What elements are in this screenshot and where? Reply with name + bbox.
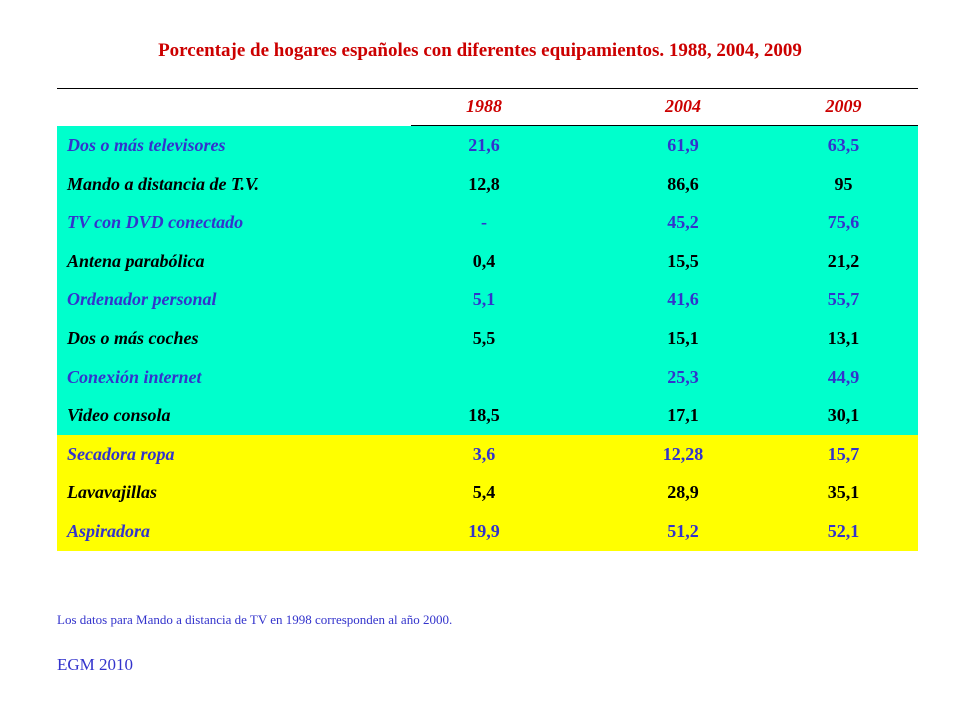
- value-2009: 35,1: [827, 482, 860, 503]
- footnote: Los datos para Mando a distancia de TV e…: [57, 612, 453, 627]
- value-1988: 5,1: [472, 289, 496, 310]
- value-2004: 86,6: [667, 173, 699, 194]
- top-rule: [57, 88, 918, 89]
- value-2004: 15,1: [667, 327, 699, 348]
- value-2009: 15,7: [827, 443, 860, 464]
- value-1988: 12,8: [468, 173, 500, 194]
- column-header-1988: 1988: [466, 96, 502, 116]
- row-label: Conexión internet: [67, 366, 202, 387]
- value-2009: 13,1: [827, 327, 860, 348]
- table-title: Porcentaje de hogares españoles con dife…: [158, 40, 802, 61]
- table-header: 1988 2004 2009: [57, 88, 918, 125]
- value-2009: 95: [834, 173, 853, 194]
- value-2004: 61,9: [667, 135, 699, 155]
- source-label: EGM 2010: [57, 655, 134, 674]
- table-row: Dos o más televisores 21,6 61,9 63,5: [57, 126, 918, 165]
- value-2004: 45,2: [667, 212, 699, 233]
- value-1988: 0,4: [472, 250, 496, 271]
- value-2009: 21,2: [827, 250, 860, 271]
- table-row: Dos o más coches 5,5 15,1 13,1: [57, 318, 918, 358]
- column-header-2004: 2004: [665, 96, 701, 116]
- value-2004: 25,3: [667, 366, 699, 387]
- value-2004: 28,9: [667, 482, 699, 503]
- value-1988: 5,4: [472, 482, 496, 503]
- row-label: Antena parabólica: [67, 250, 205, 271]
- value-1988: -: [481, 212, 487, 233]
- value-2009: 63,5: [827, 135, 860, 155]
- table-row: Secadora ropa 3,6 12,28 15,7: [57, 434, 918, 474]
- value-2009: 30,1: [827, 405, 860, 426]
- header-rule: [411, 125, 918, 126]
- value-1988: 18,5: [468, 405, 500, 426]
- table-row: Mando a distancia de T.V. 12,8 86,6 95: [57, 164, 918, 204]
- value-2009: 44,9: [827, 366, 860, 387]
- table-row: Conexión internet 25,3 44,9: [57, 357, 918, 397]
- value-2004: 41,6: [667, 289, 699, 310]
- column-header-2009: 2009: [825, 96, 862, 116]
- value-2004: 17,1: [667, 405, 699, 426]
- row-label: Ordenador personal: [67, 289, 217, 310]
- value-1988: 21,6: [468, 135, 500, 155]
- row-label: Dos o más televisores: [67, 135, 226, 155]
- value-2004: 15,5: [667, 250, 699, 271]
- table-row: Aspiradora 19,9 51,2 52,1: [57, 511, 918, 551]
- value-2004: 12,28: [662, 443, 704, 464]
- value-1988: 3,6: [472, 443, 496, 464]
- row-label: Mando a distancia de T.V.: [67, 173, 260, 194]
- row-label: Video consola: [67, 405, 171, 426]
- row-label: Aspiradora: [67, 520, 151, 541]
- value-1988: 19,9: [468, 520, 500, 541]
- row-label: Secadora ropa: [67, 443, 175, 464]
- value-2004: 51,2: [667, 520, 699, 541]
- table-row: Antena parabólica 0,4 15,5 21,2: [57, 241, 918, 281]
- value-1988: 5,5: [472, 327, 496, 348]
- value-2009: 75,6: [827, 212, 860, 233]
- table-body: Dos o más televisores 21,6 61,9 63,5 Man…: [57, 126, 918, 551]
- value-2009: 55,7: [827, 289, 860, 310]
- table-row: Ordenador personal 5,1 41,6 55,7: [57, 280, 918, 319]
- table-row: TV con DVD conectado - 45,2 75,6: [57, 203, 918, 242]
- row-label: TV con DVD conectado: [67, 212, 244, 233]
- row-label: Lavavajillas: [67, 482, 157, 503]
- table-row: Lavavajillas 5,4 28,9 35,1: [57, 473, 918, 512]
- table-row: Video consola 18,5 17,1 30,1: [57, 396, 918, 435]
- row-label: Dos o más coches: [67, 327, 199, 348]
- value-1988: [411, 358, 557, 397]
- value-2009: 52,1: [827, 520, 860, 541]
